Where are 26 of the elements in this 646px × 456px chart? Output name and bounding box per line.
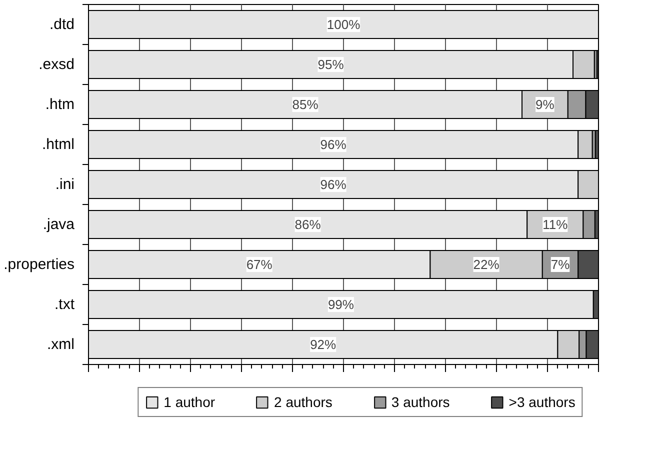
data-label: 9% — [536, 97, 555, 112]
data-label: 85% — [292, 97, 319, 112]
y-tick-label: .htm — [45, 96, 75, 113]
data-label: 86% — [294, 217, 322, 232]
data-label: 22% — [473, 257, 500, 272]
data-label: 96% — [320, 137, 347, 152]
y-tick-label: .java — [42, 216, 76, 233]
legend-label: 2 authors — [274, 394, 332, 410]
legend-label: 1 author — [164, 394, 216, 410]
data-label: 100% — [326, 17, 361, 32]
data-label: 7% — [550, 257, 570, 272]
data-label: 11% — [542, 217, 568, 232]
y-tick-label: .ini — [55, 176, 75, 193]
data-label: 92% — [310, 337, 337, 352]
data-label: 95% — [318, 57, 344, 72]
data-label: 99% — [328, 297, 354, 312]
y-tick-label: .xml — [47, 336, 75, 353]
y-tick-label: .html — [42, 136, 75, 153]
y-tick-label: .exsd — [38, 56, 75, 73]
legend-label: 3 authors — [391, 394, 450, 410]
data-label: 96% — [320, 177, 347, 192]
y-tick-label: .dtd — [49, 16, 75, 33]
legend-label: >3 authors — [508, 394, 576, 410]
data-label: 67% — [246, 257, 273, 272]
y-tick-label: .txt — [54, 296, 76, 313]
y-tick-label: .properties — [4, 256, 75, 273]
